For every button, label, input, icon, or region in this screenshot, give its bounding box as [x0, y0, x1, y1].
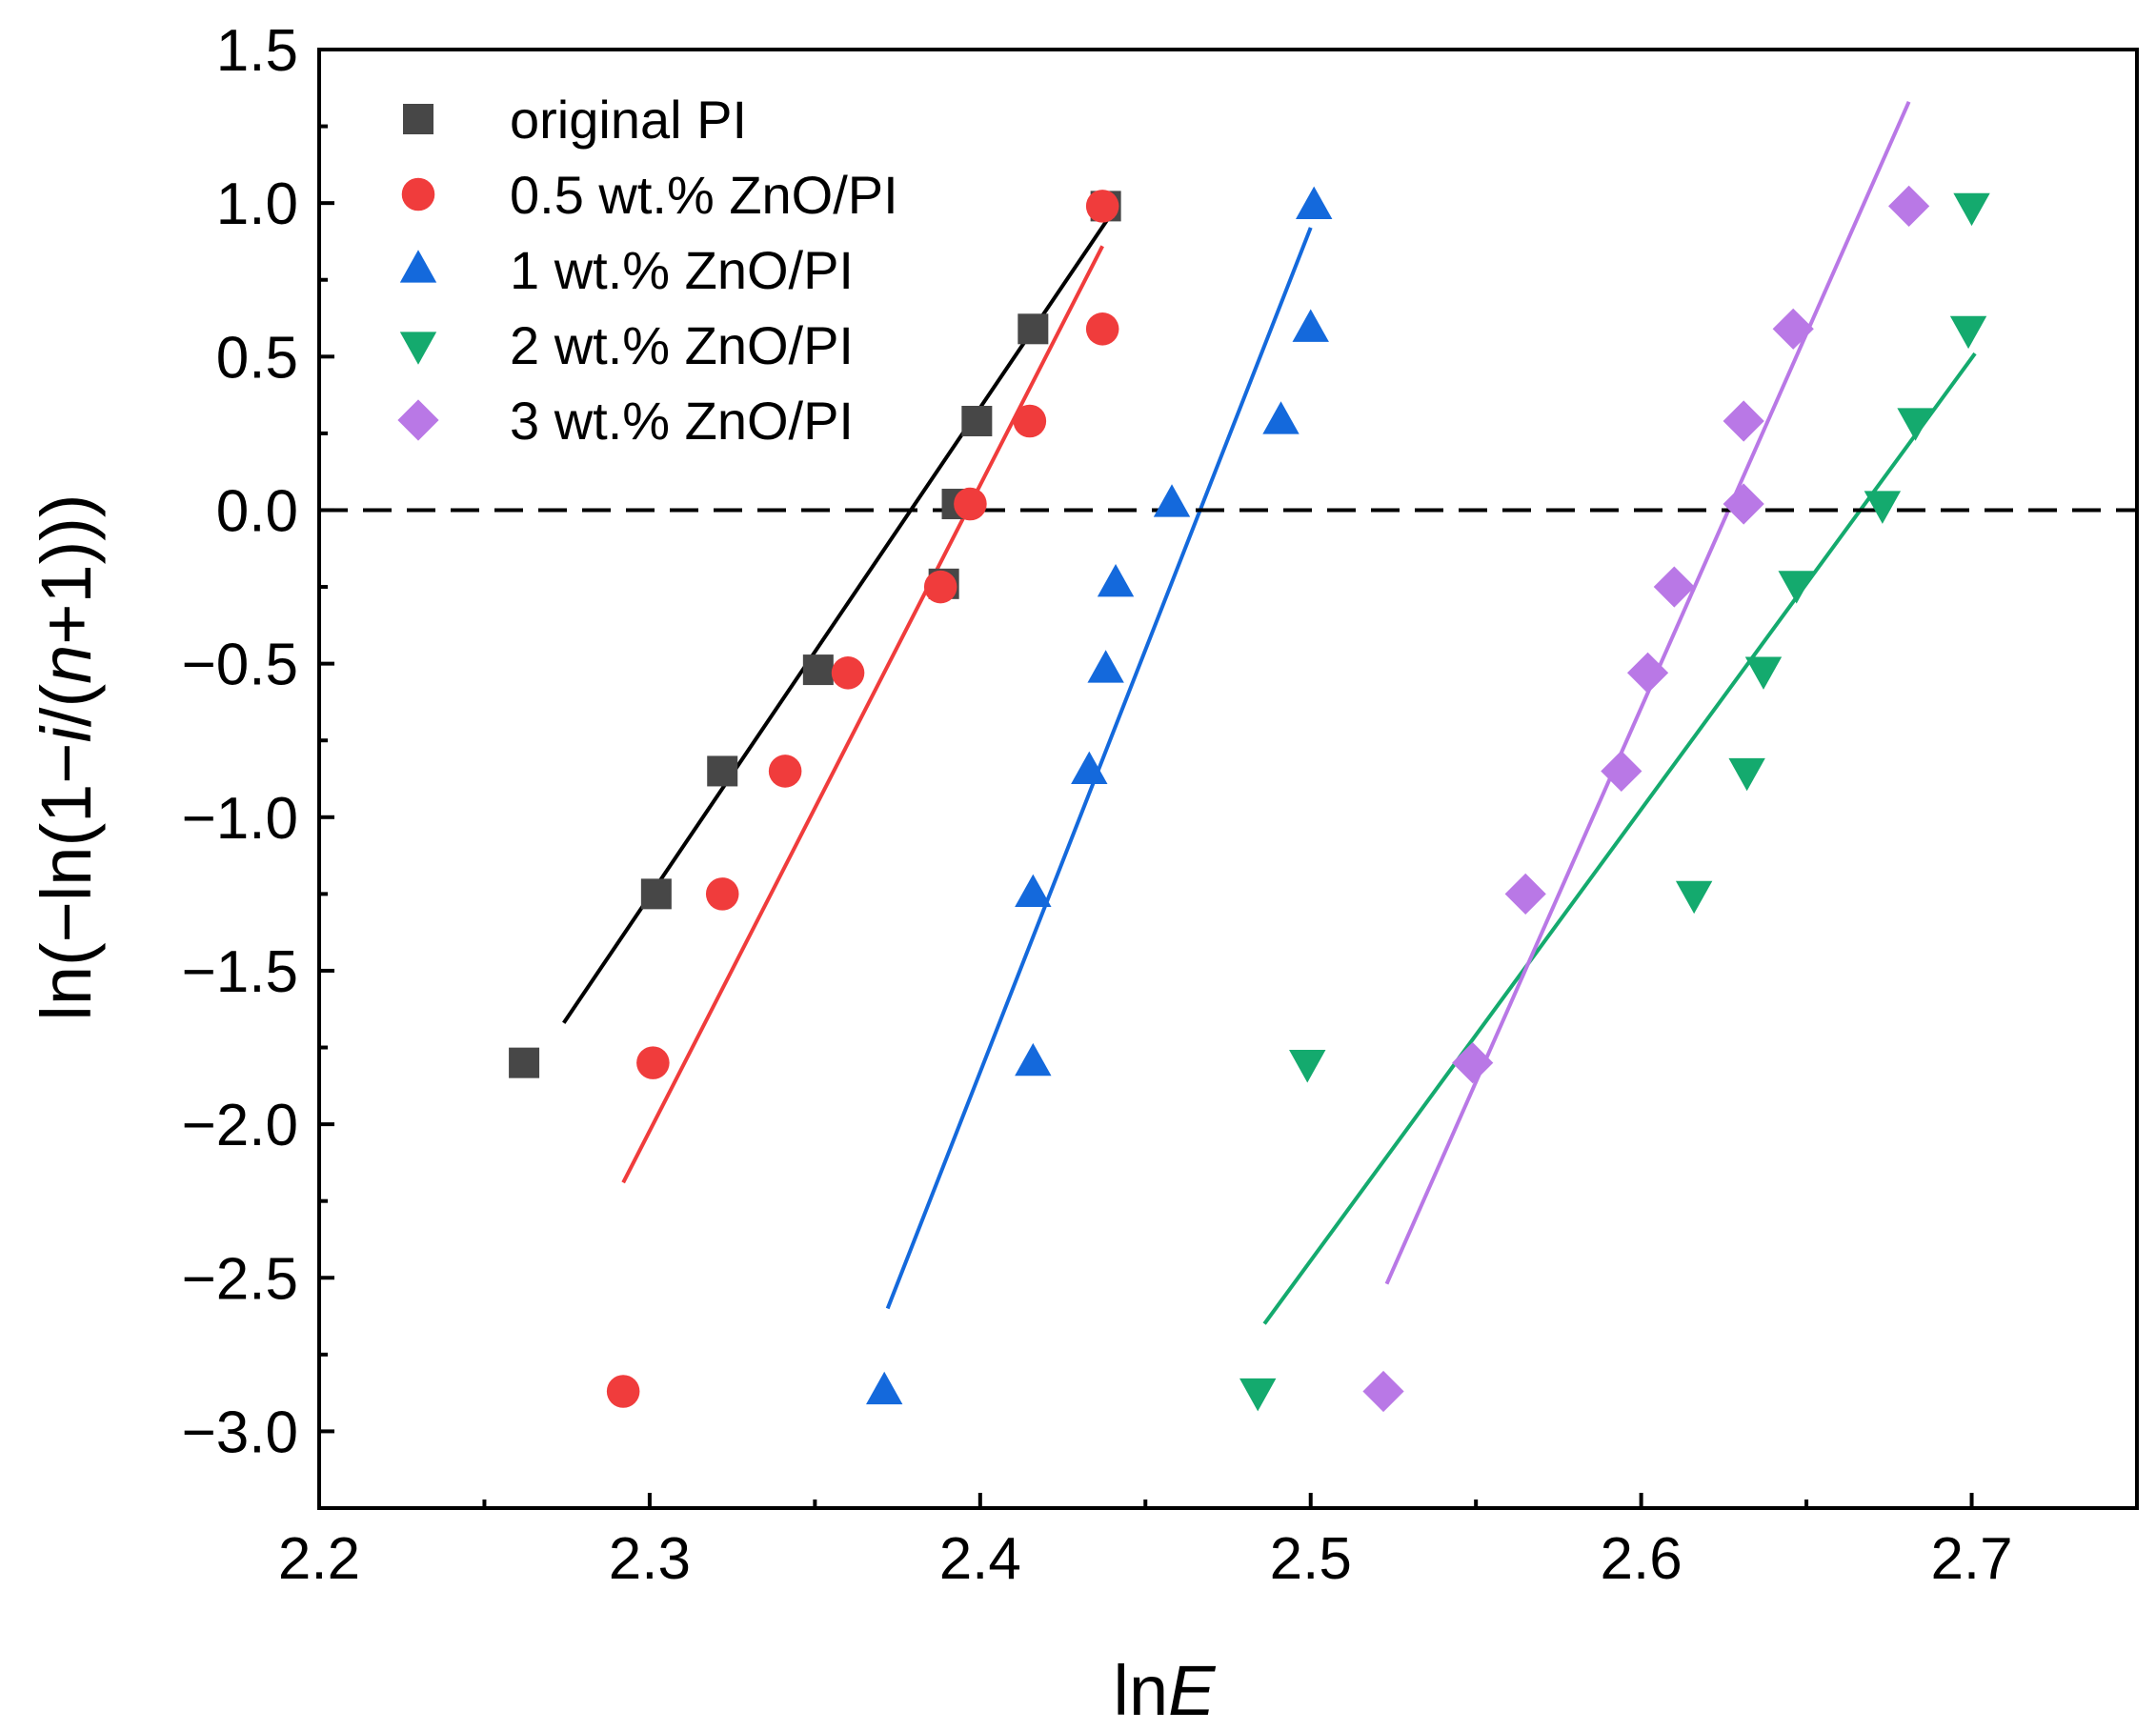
legend-label-3: 1 wt.% ZnO/PI — [510, 240, 854, 300]
series-4-point — [1778, 571, 1815, 604]
series-1-point — [802, 654, 834, 686]
series-4-point — [1897, 408, 1934, 441]
series-3-point — [1015, 874, 1052, 907]
series-4-point — [1289, 1050, 1326, 1083]
y-tick-label: 1.0 — [216, 171, 298, 237]
series-2-point — [705, 877, 739, 911]
series-4-point — [1864, 491, 1902, 524]
x-tick-label: 2.5 — [1270, 1526, 1352, 1592]
x-axis-title: lnE — [1114, 1651, 1218, 1730]
x-tick-label: 2.6 — [1601, 1526, 1682, 1592]
y-tick-label: 0.0 — [216, 478, 298, 544]
series-5-point — [1723, 483, 1764, 525]
series-1-point — [640, 878, 672, 910]
series-4-point — [1675, 880, 1713, 915]
series-5-point — [1626, 652, 1669, 694]
series-3-point — [1153, 484, 1191, 517]
y-tick-label: −1.5 — [182, 939, 298, 1005]
series-3-point — [1295, 186, 1333, 219]
series-2-point — [606, 1375, 640, 1408]
series-4-point — [1953, 192, 1990, 227]
x-tick-label: 2.4 — [939, 1526, 1021, 1592]
series-4-fit-line — [1262, 352, 1977, 1325]
series-2-point — [768, 755, 802, 788]
x-tick-label: 2.3 — [609, 1526, 691, 1592]
series-4-point — [1239, 1378, 1277, 1412]
legend-label-2: 0.5 wt.% ZnO/PI — [510, 165, 898, 225]
series-2-point — [636, 1046, 670, 1079]
y-tick-label: −2.0 — [182, 1093, 298, 1158]
y-axis-title: ln(−ln(1−i/(n+1))) — [27, 493, 106, 1020]
series-2-point — [1085, 190, 1119, 223]
legend-label-5: 3 wt.% ZnO/PI — [510, 391, 854, 451]
series-3-point — [1087, 650, 1124, 683]
y-tick-label: −3.0 — [182, 1399, 298, 1465]
series-3-fit-line — [885, 227, 1313, 1310]
series-4-point — [1728, 757, 1765, 792]
legend-label-4: 2 wt.% ZnO/PI — [510, 315, 854, 375]
y-tick-label: −1.0 — [182, 786, 298, 852]
series-2-point — [831, 656, 865, 690]
series-5-point — [1888, 185, 1930, 227]
series-2-point — [1013, 404, 1047, 438]
series-3-point — [1015, 1042, 1052, 1077]
series-3-point — [1262, 401, 1300, 434]
series-4-point — [1949, 315, 1987, 350]
series-2-point — [954, 487, 987, 521]
series-3-point — [1292, 309, 1329, 342]
x-tick-label: 2.2 — [278, 1526, 360, 1592]
legend-marker-3 — [399, 250, 437, 283]
series-1-point — [509, 1047, 540, 1078]
series-1-point — [707, 755, 738, 787]
legend: original PI 0.5 wt.% ZnO/PI 1 wt.% ZnO/PI 2… — [397, 90, 898, 451]
series-3-point — [1071, 751, 1108, 785]
series-2-point — [923, 570, 957, 604]
legend-marker-2 — [401, 177, 435, 211]
series-1-point — [961, 406, 993, 437]
series-5-point — [1653, 566, 1695, 608]
y-tick-label: 1.5 — [216, 18, 298, 84]
series-5-point — [1362, 1370, 1404, 1413]
series-3-point — [866, 1371, 903, 1405]
series-5-point — [1452, 1042, 1494, 1084]
plot-frame — [317, 48, 2139, 1510]
series-2-fit-line — [621, 245, 1104, 1184]
series-5-point — [1723, 400, 1764, 442]
series-5-point — [1601, 750, 1642, 793]
data-points — [509, 185, 1990, 1413]
y-tick-label: 0.5 — [216, 325, 298, 391]
legend-marker-5 — [397, 399, 439, 441]
series-5-point — [1504, 873, 1546, 915]
series-3-point — [1097, 564, 1135, 597]
series-5-point — [1772, 308, 1814, 350]
legend-marker-1 — [403, 104, 433, 134]
y-tick-label: −2.5 — [182, 1246, 298, 1312]
legend-marker-4 — [399, 332, 437, 365]
y-tick-label: −0.5 — [182, 633, 298, 698]
series-2-point — [1085, 312, 1119, 346]
series-1-point — [1018, 313, 1049, 345]
series-4-point — [1744, 656, 1783, 690]
legend-label-1: original PI — [510, 90, 747, 150]
x-tick-label: 2.7 — [1930, 1526, 2012, 1592]
tick-labels: 2.2 2.3 2.4 2.5 2.6 2.7 1.5 1.0 0.5 0.0 −0.5 −1.0 −1… — [182, 18, 2013, 1592]
